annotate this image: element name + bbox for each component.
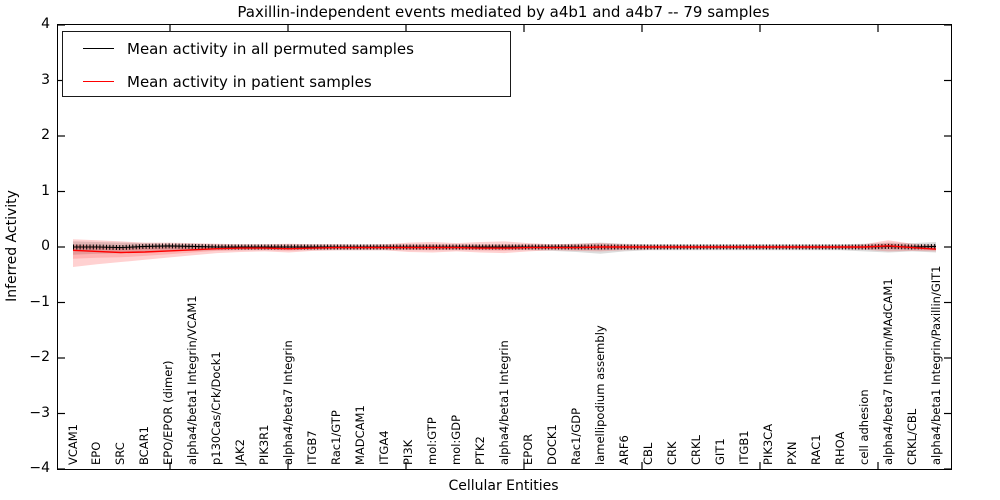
x-tick-label: lamellipodium assembly	[592, 325, 607, 465]
x-tick-label: RHOA	[832, 431, 847, 465]
x-tick-label: p130Cas/Crk/Dock1	[209, 351, 224, 465]
legend-entry-permuted: Mean activity in all permuted samples	[63, 32, 510, 65]
y-tick-label: −3	[29, 404, 50, 421]
x-tick-label: mol:GTP	[425, 417, 440, 465]
x-tick-label: GIT1	[712, 438, 727, 465]
chart-title: Paxillin-independent events mediated by …	[237, 3, 770, 21]
x-tick-label: EPO/EPOR (dimer)	[161, 360, 176, 466]
y-tick-label: −4	[29, 460, 50, 476]
x-tick-label: CBL	[640, 442, 655, 465]
x-tick-label: CRK	[664, 441, 679, 465]
x-tick-label: RAC1	[808, 434, 823, 465]
line-patient-mean	[72, 245, 937, 254]
x-tick-label: alpha4/beta1 Integrin/Paxillin/GIT1	[928, 265, 943, 465]
x-tick-label: SRC	[113, 442, 128, 465]
x-tick-label: EPOR	[520, 433, 535, 465]
x-tick-label: DOCK1	[544, 424, 559, 465]
legend: Mean activity in all permuted samples Me…	[62, 31, 511, 97]
y-tick-label: 4	[41, 16, 50, 32]
x-tick-label: ARF6	[616, 435, 631, 465]
legend-label: Mean activity in all permuted samples	[127, 39, 414, 58]
x-tick-label: Rac1/GTP	[329, 410, 344, 465]
x-axis-label: Cellular Entities	[448, 478, 559, 494]
x-tick-label: EPO	[89, 441, 104, 465]
x-tick-label: alpha4/beta1 Integrin/VCAM1	[185, 295, 200, 465]
y-tick-label: −2	[29, 349, 50, 365]
x-tick-label: MADCAM1	[353, 405, 368, 465]
chart-canvas	[58, 24, 951, 470]
x-tick-label: alpha4/beta1 Integrin	[497, 340, 511, 465]
x-tick-label: PTK2	[473, 436, 488, 465]
x-tick-label: ITGA4	[377, 430, 392, 465]
x-tick-label: PI3K	[401, 439, 416, 465]
x-tick-label: alpha4/beta7 Integrin	[281, 340, 296, 465]
x-tick-label: ITGB7	[305, 430, 320, 465]
legend-entry-patient: Mean activity in patient samples	[63, 65, 510, 98]
x-tick-label: PIK3R1	[257, 424, 272, 466]
y-tick-label: 1	[41, 182, 50, 199]
y-tick-label: 2	[41, 127, 50, 143]
legend-label: Mean activity in patient samples	[127, 72, 372, 91]
x-tick-label: PXN	[784, 441, 799, 465]
x-tick-label: CRKL/CBL	[904, 408, 919, 465]
y-tick-label: −1	[29, 293, 50, 310]
x-tick-label: mol:GDP	[449, 414, 464, 465]
legend-line-red-icon	[83, 81, 114, 82]
x-tick-label: CRKL	[688, 435, 703, 465]
x-tick-label: BCAR1	[137, 426, 152, 465]
legend-line-black-icon	[83, 48, 114, 49]
y-tick-label: 0	[41, 238, 50, 254]
band-patient-samples-std-outer	[73, 239, 936, 267]
x-tick-label: cell adhesion	[856, 389, 871, 465]
x-tick-label: Rac1/GDP	[568, 407, 583, 465]
x-tick-label: JAK2	[233, 439, 248, 465]
plot-area: VCAM1 EPO SRC BCAR1 EPO/EPOR (dimer) alpha4/b…	[57, 24, 952, 470]
x-tick-label: PIK3CA	[760, 423, 775, 465]
x-tick-label: alpha4/beta7 Integrin/MAdCAM1	[880, 278, 895, 465]
y-tick-label: 3	[41, 71, 50, 88]
x-tick-label: ITGB1	[736, 430, 751, 465]
x-tick-label: VCAM1	[65, 423, 80, 465]
